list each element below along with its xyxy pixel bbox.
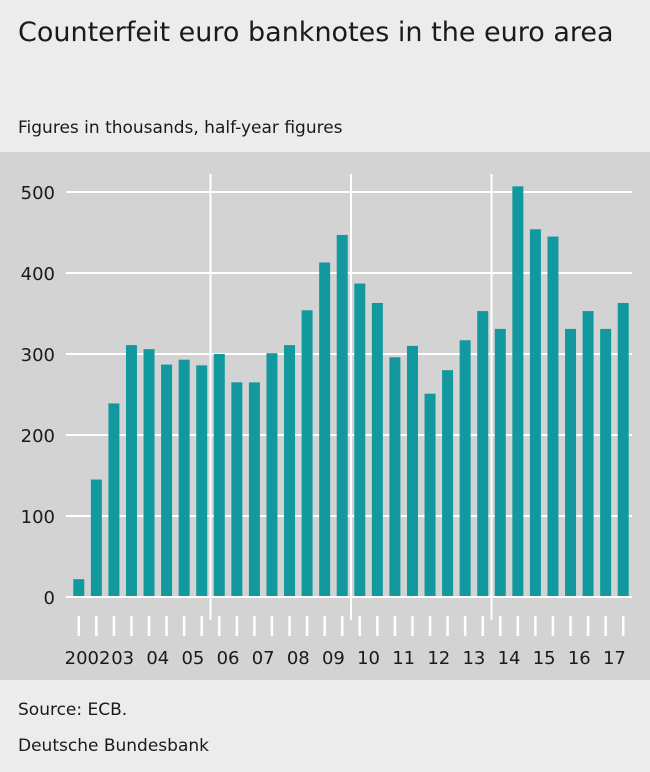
- y-tick-label: 300: [21, 345, 55, 366]
- bar: [213, 354, 225, 597]
- x-tick-label: 04: [146, 648, 169, 669]
- y-tick-label: 0: [44, 588, 55, 609]
- footer: [0, 684, 650, 772]
- bar: [565, 328, 577, 597]
- x-tick-label: 10: [357, 648, 380, 669]
- bar: [547, 236, 559, 598]
- x-tick-label: 12: [427, 648, 450, 669]
- chart-title: Counterfeit euro banknotes in the euro a…: [18, 17, 614, 48]
- bar: [196, 365, 208, 597]
- y-tick-label: 500: [21, 183, 55, 204]
- bar: [354, 283, 366, 597]
- bar: [459, 340, 471, 597]
- bar: [178, 359, 190, 597]
- x-tick-label: 11: [392, 648, 415, 669]
- x-tick-label: 16: [568, 648, 591, 669]
- bar: [529, 229, 541, 597]
- bar: [406, 345, 418, 597]
- x-tick-label: 09: [322, 648, 345, 669]
- x-tick-label: 08: [287, 648, 310, 669]
- bar-chart: 0 100 200 300 400 500 2002 03 04 05 06 07 08 09 10 11 12…: [21, 174, 632, 669]
- bar: [143, 349, 155, 597]
- bar: [161, 364, 173, 597]
- bar: [90, 479, 102, 597]
- bar: [424, 393, 436, 597]
- bar: [371, 302, 383, 597]
- bar: [494, 328, 506, 597]
- bar: [284, 345, 296, 597]
- x-tick-label: 14: [498, 648, 521, 669]
- x-tick-label: 13: [462, 648, 485, 669]
- bar: [582, 311, 594, 597]
- bar: [266, 353, 278, 597]
- chart-subtitle: Figures in thousands, half-year figures: [18, 118, 343, 138]
- bar: [442, 370, 454, 597]
- y-tick-label: 400: [21, 264, 55, 285]
- x-tick-label: 17: [603, 648, 626, 669]
- bar: [231, 382, 243, 597]
- y-tick-label: 100: [21, 507, 55, 528]
- bar: [512, 186, 524, 597]
- bar: [248, 382, 260, 597]
- y-tick-label: 200: [21, 426, 55, 447]
- bar: [617, 302, 629, 597]
- x-tick-label: 06: [217, 648, 240, 669]
- x-tick-label: 05: [181, 648, 204, 669]
- bar: [389, 357, 401, 597]
- bar: [125, 345, 137, 597]
- bar: [301, 310, 313, 597]
- x-tick-label: 15: [533, 648, 556, 669]
- bar: [600, 328, 612, 597]
- bar: [73, 579, 85, 597]
- bar: [319, 262, 331, 597]
- bar: [477, 311, 489, 597]
- x-tick-label: 07: [252, 648, 275, 669]
- x-tick-label: 03: [111, 648, 134, 669]
- source-note: Source: ECB.: [18, 700, 128, 720]
- organization-name: Deutsche Bundesbank: [18, 736, 209, 756]
- bar: [336, 234, 348, 597]
- x-tick-label: 2002: [65, 648, 111, 669]
- bar: [108, 403, 120, 597]
